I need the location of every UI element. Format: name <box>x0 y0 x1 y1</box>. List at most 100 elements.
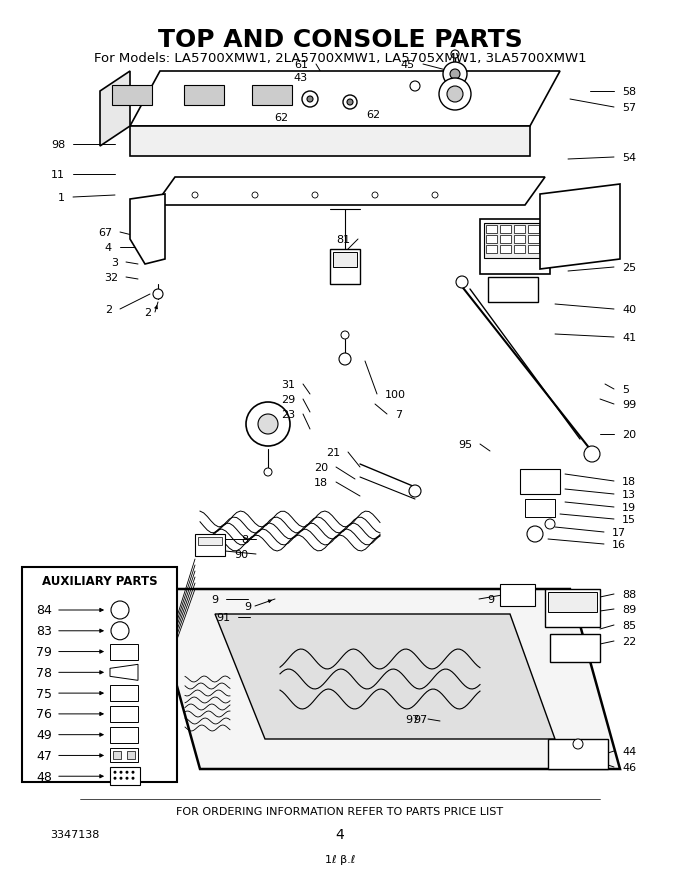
Text: 9: 9 <box>244 601 252 611</box>
Text: 91: 91 <box>216 613 230 622</box>
Circle shape <box>339 354 351 366</box>
Text: 97: 97 <box>406 714 420 724</box>
Bar <box>528 226 539 234</box>
Bar <box>486 246 497 254</box>
Bar <box>333 253 357 268</box>
Circle shape <box>409 486 421 497</box>
Circle shape <box>439 79 471 111</box>
Text: 47: 47 <box>36 749 52 762</box>
Text: For Models: LA5700XMW1, 2LA5700XMW1, LA5705XMW1, 3LA5700XMW1: For Models: LA5700XMW1, 2LA5700XMW1, LA5… <box>94 52 586 65</box>
Text: 13: 13 <box>622 489 636 500</box>
Bar <box>112 86 152 106</box>
Text: AUXILIARY PARTS: AUXILIARY PARTS <box>41 574 157 587</box>
Text: 75: 75 <box>36 687 52 700</box>
Bar <box>110 767 140 786</box>
Polygon shape <box>540 185 620 269</box>
Bar <box>110 748 138 763</box>
Circle shape <box>258 415 278 434</box>
Text: 18: 18 <box>314 477 328 488</box>
Text: 95: 95 <box>458 440 472 449</box>
Circle shape <box>545 520 555 529</box>
Circle shape <box>120 771 122 773</box>
Text: TOP AND CONSOLE PARTS: TOP AND CONSOLE PARTS <box>158 28 522 52</box>
Text: 32: 32 <box>104 273 118 282</box>
Text: 20: 20 <box>314 462 328 473</box>
Text: 43: 43 <box>294 73 308 83</box>
Text: 97: 97 <box>413 714 427 724</box>
Bar <box>330 249 360 285</box>
Circle shape <box>410 82 420 92</box>
Text: 3347138: 3347138 <box>50 829 99 839</box>
Circle shape <box>432 193 438 199</box>
Text: 25: 25 <box>622 262 636 273</box>
Text: 98: 98 <box>51 140 65 149</box>
Text: 11: 11 <box>51 169 65 180</box>
Bar <box>127 752 135 760</box>
Circle shape <box>131 777 135 779</box>
Circle shape <box>341 332 349 340</box>
Bar <box>500 246 511 254</box>
Bar <box>110 726 138 743</box>
Circle shape <box>456 276 468 289</box>
Text: 84: 84 <box>36 604 52 617</box>
Bar <box>184 86 224 106</box>
Bar <box>488 278 538 302</box>
Circle shape <box>126 777 129 779</box>
Text: 15: 15 <box>622 514 636 524</box>
Bar <box>550 634 600 662</box>
Polygon shape <box>150 589 620 769</box>
Text: 40: 40 <box>622 305 636 315</box>
Bar <box>514 246 525 254</box>
Text: 88: 88 <box>622 589 636 600</box>
Text: 4: 4 <box>336 827 344 841</box>
Text: 3: 3 <box>111 258 118 268</box>
Text: 49: 49 <box>36 728 52 741</box>
Bar <box>22 567 177 782</box>
Polygon shape <box>100 72 130 147</box>
Text: 90: 90 <box>234 549 248 560</box>
Circle shape <box>447 87 463 103</box>
Text: 23: 23 <box>281 409 295 420</box>
Circle shape <box>114 777 116 779</box>
Text: 2: 2 <box>144 308 152 318</box>
Text: 62: 62 <box>366 109 380 120</box>
Text: 57: 57 <box>622 103 636 113</box>
Text: 62: 62 <box>274 113 288 123</box>
Text: 5: 5 <box>622 385 629 395</box>
Circle shape <box>584 447 600 462</box>
Circle shape <box>264 468 272 476</box>
Bar <box>110 686 138 701</box>
Circle shape <box>443 63 467 87</box>
Bar <box>514 235 525 243</box>
Text: 19: 19 <box>622 502 636 513</box>
Text: 1ℓ β.ℓ: 1ℓ β.ℓ <box>325 854 355 864</box>
Circle shape <box>120 777 122 779</box>
Text: 100: 100 <box>385 389 406 400</box>
Text: 67: 67 <box>98 228 112 238</box>
Bar <box>486 235 497 243</box>
Text: 4: 4 <box>105 242 112 253</box>
Circle shape <box>451 51 459 59</box>
Bar <box>195 534 225 556</box>
Bar <box>500 235 511 243</box>
Text: 46: 46 <box>622 762 636 773</box>
Bar <box>520 469 560 494</box>
Text: 8: 8 <box>241 534 248 544</box>
Text: 41: 41 <box>622 333 636 342</box>
Text: 58: 58 <box>622 87 636 96</box>
Text: 99: 99 <box>622 400 636 409</box>
Text: 44: 44 <box>622 746 636 756</box>
Text: 18: 18 <box>622 476 636 487</box>
Text: 21: 21 <box>326 448 340 457</box>
Text: 89: 89 <box>622 604 636 614</box>
Circle shape <box>192 193 198 199</box>
Circle shape <box>126 771 129 773</box>
Bar <box>110 644 138 660</box>
Bar <box>548 593 597 613</box>
Bar <box>113 752 121 760</box>
Text: 16: 16 <box>612 540 626 549</box>
Bar <box>528 235 539 243</box>
Bar <box>252 86 292 106</box>
Circle shape <box>111 601 129 620</box>
Circle shape <box>114 771 116 773</box>
